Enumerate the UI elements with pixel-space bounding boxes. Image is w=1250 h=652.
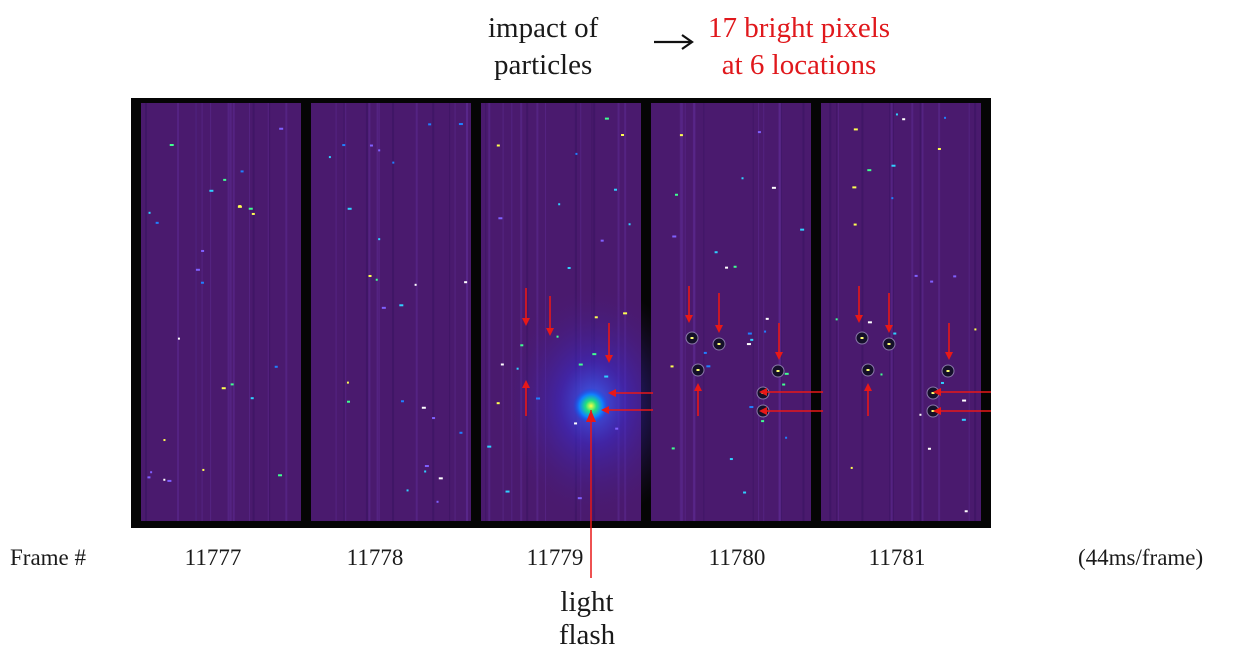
light-flash-label: light flash bbox=[532, 586, 642, 652]
frame-number-11778: 11778 bbox=[346, 545, 404, 570]
result-line-1: 17 bright pixels bbox=[708, 12, 891, 44]
right-arrow-icon bbox=[654, 34, 694, 50]
flash-line-1: light bbox=[560, 586, 614, 618]
red-arrow-icon bbox=[759, 407, 823, 415]
frame-number-11777: 11777 bbox=[184, 545, 242, 570]
red-arrow-icon bbox=[605, 323, 613, 363]
frame-panel bbox=[821, 103, 981, 521]
frame-panel bbox=[651, 103, 811, 521]
impact-of-particles-label: impact of particles bbox=[488, 10, 598, 84]
red-arrow-icon bbox=[601, 406, 653, 414]
red-arrow-icon bbox=[715, 293, 723, 333]
red-arrow-icon bbox=[694, 383, 702, 416]
frame-number-11779: 11779 bbox=[526, 545, 584, 570]
impact-line-1: impact of bbox=[488, 12, 599, 44]
impact-line-2: particles bbox=[494, 49, 593, 81]
red-arrow-icon bbox=[546, 296, 554, 336]
red-arrow-icon bbox=[759, 388, 823, 396]
frame-panel bbox=[481, 103, 688, 523]
red-arrow-icon bbox=[608, 389, 653, 397]
frame-panel bbox=[141, 103, 301, 521]
red-arrow-icon bbox=[864, 383, 872, 416]
light-flash-core bbox=[573, 388, 609, 424]
frame-number-label: Frame # bbox=[10, 545, 87, 570]
detector-frames-image bbox=[131, 98, 991, 528]
bright-pixels-label: 17 bright pixels at 6 locations bbox=[708, 10, 890, 84]
result-line-2: at 6 locations bbox=[721, 49, 877, 81]
frame-panel bbox=[311, 103, 471, 521]
red-arrow-icon bbox=[775, 323, 783, 360]
frame-number-11781: 11781 bbox=[868, 545, 926, 570]
red-arrow-icon bbox=[933, 407, 991, 415]
red-arrow-icon bbox=[522, 288, 530, 326]
red-arrow-icon bbox=[522, 380, 530, 416]
red-arrow-icon bbox=[885, 293, 893, 333]
frame-number-11780: 11780 bbox=[708, 545, 766, 570]
red-arrow-icon bbox=[933, 388, 991, 396]
red-arrow-icon bbox=[945, 323, 953, 360]
frame-rate-label: (44ms/frame) bbox=[1078, 545, 1204, 570]
red-arrow-icon bbox=[855, 286, 863, 323]
red-arrow-icon bbox=[685, 286, 693, 323]
flash-line-2: flash bbox=[558, 619, 616, 651]
